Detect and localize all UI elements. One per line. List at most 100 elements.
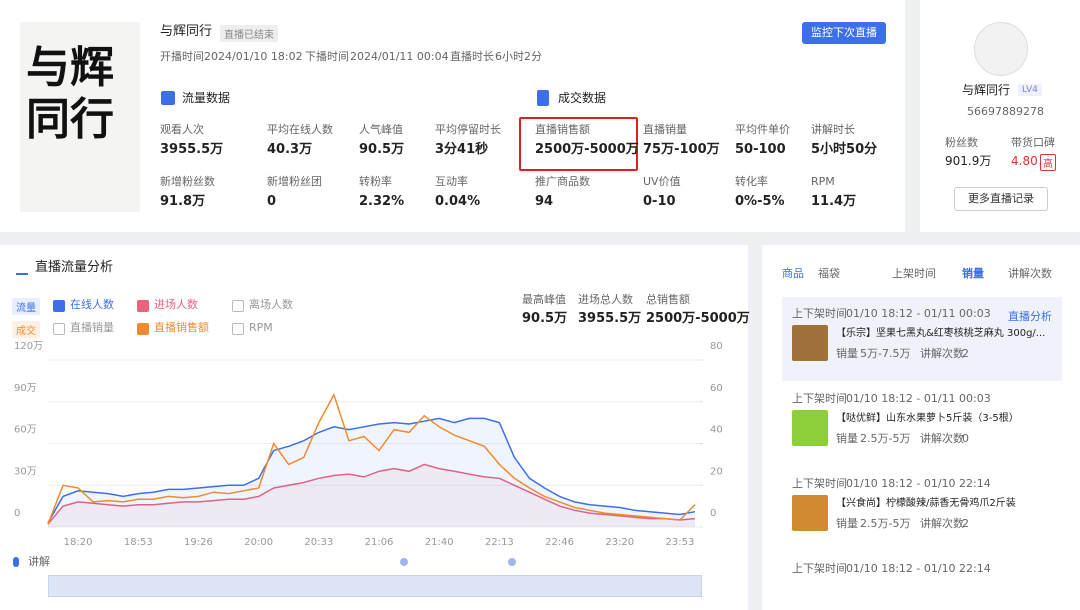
level-tag: LV4: [1018, 84, 1042, 96]
y2-tick-label: 80: [710, 341, 723, 352]
start-label: 开播时间: [160, 50, 204, 63]
analysis-card: 直播流量分析 流量 成交 在线人数 进场人数 离场人数 直播销量 直播销售额 R…: [0, 245, 750, 610]
sales-value: 2.5万-5万: [860, 517, 911, 530]
area: [48, 418, 695, 527]
analysis-title: 直播流量分析: [35, 260, 114, 275]
item-highlight: [782, 297, 1062, 381]
explain-value: 2: [962, 347, 969, 360]
checkbox[interactable]: [232, 300, 244, 312]
time-range: 01/10 18:12 - 01/11 00:03: [846, 392, 991, 405]
time-range: 01/10 18:12 - 01/10 22:14: [846, 562, 991, 575]
cover-image: 与辉同行: [20, 22, 140, 212]
tab[interactable]: 商品: [782, 267, 804, 280]
sort-option[interactable]: 上架时间: [892, 267, 936, 280]
metric-label: 平均停留时长: [435, 123, 501, 136]
range-slider[interactable]: [48, 575, 702, 597]
metric-label: 转化率: [735, 175, 768, 188]
product-name: 【乐宗】坚果七黑丸&红枣核桃芝麻丸 300g/...: [836, 328, 1046, 339]
checkbox[interactable]: [232, 323, 244, 335]
checkbox[interactable]: [53, 323, 65, 335]
traffic-icon: [161, 91, 175, 105]
metric-value: 0.04%: [435, 194, 481, 209]
start-time: 2024/01/10 18:02: [204, 50, 303, 63]
fans-value: 901.9万: [945, 154, 992, 168]
monitor-button[interactable]: 监控下次直播: [802, 22, 886, 44]
metric-value: 40.3万: [267, 142, 313, 157]
y-tick-label: 60万: [14, 425, 37, 436]
metric-value: 5小时50分: [811, 142, 878, 157]
end-time: 2024/01/11 00:04: [350, 50, 449, 63]
metric-label: 观看人次: [160, 123, 204, 136]
legend-label: 进场人数: [154, 298, 198, 311]
chart: 0 30万 60万 90万 120万 0 20 40 60 80 18:20 18:53 19:26 20…: [14, 341, 723, 548]
explain-value: 0: [962, 432, 969, 445]
rep-label: 带货口碑: [1011, 136, 1055, 149]
more-records-button[interactable]: 更多直播记录: [954, 187, 1048, 211]
metric-label: 新增粉丝团: [267, 175, 322, 188]
x-tick-label: 20:33: [304, 537, 333, 548]
live-title: 与辉同行: [160, 24, 213, 39]
fans-label: 粉丝数: [945, 136, 978, 149]
metric-value: 91.8万: [160, 194, 206, 209]
explain-label: 讲解: [28, 555, 50, 568]
metric-label: UV价值: [643, 175, 681, 188]
mic-icon: [13, 557, 19, 567]
tab[interactable]: 福袋: [818, 267, 840, 280]
summary-value: 2500万-5000万: [646, 311, 750, 326]
sales-value: 2.5万-5万: [860, 432, 911, 445]
metric-label: 人气峰值: [359, 123, 403, 136]
legend-label: 离场人数: [249, 298, 293, 311]
x-tick-label: 23:20: [605, 537, 634, 548]
metric-value: 90.5万: [359, 142, 405, 157]
explain-label: 讲解次数: [920, 432, 964, 445]
metric-value: 2500万-5000万: [535, 142, 639, 157]
end-label: 下播时间: [305, 50, 349, 63]
x-tick-label: 18:20: [64, 537, 93, 548]
metric-label: 推广商品数: [535, 175, 590, 188]
product-name: 【兴食尚】柠檬酸辣/蒜香无骨鸡爪2斤装: [836, 498, 1016, 509]
y2-tick-label: 0: [710, 508, 716, 519]
checkbox[interactable]: [137, 300, 149, 312]
cover-title: 与辉同行: [26, 42, 114, 145]
duration: 6小时2分: [495, 50, 542, 63]
sort-option[interactable]: 销量: [962, 267, 984, 280]
time-range: 01/10 18:12 - 01/10 22:14: [846, 477, 991, 490]
metric-label: 转粉率: [359, 175, 392, 188]
explain-dot: [508, 558, 516, 566]
sales-title: 成交数据: [558, 91, 607, 105]
rep-value: 4.80: [1011, 154, 1038, 168]
legend-label: RPM: [249, 321, 273, 334]
metric-value: 0%-5%: [735, 194, 785, 209]
product-image: [792, 325, 828, 361]
analysis-icon: [16, 263, 28, 275]
traffic-row-label: 流量: [12, 298, 40, 315]
status-tag: 直播已结束: [220, 25, 278, 42]
metric-value: 0: [267, 194, 277, 209]
sales-value: 5万-7.5万: [860, 347, 911, 360]
metric-label: 直播销售额: [535, 123, 590, 136]
summary-value: 90.5万: [522, 311, 568, 326]
sort-option[interactable]: 讲解次数: [1008, 267, 1052, 280]
sales-icon: [537, 90, 549, 106]
legend-label: 直播销量: [70, 321, 114, 334]
y2-tick-label: 60: [710, 383, 723, 394]
y-tick-label: 90万: [14, 383, 37, 394]
line: [47, 463, 696, 525]
explain-label: 讲解次数: [920, 517, 964, 530]
checkbox[interactable]: [53, 300, 65, 312]
analysis-link[interactable]: 直播分析: [1008, 310, 1052, 323]
explain-dot: [400, 558, 408, 566]
x-tick-label: 22:46: [545, 537, 574, 548]
x-tick-label: 20:00: [244, 537, 273, 548]
time-range: 01/10 18:12 - 01/11 00:03: [846, 307, 991, 320]
metric-label: 直播销量: [643, 123, 687, 136]
sales-row-label: 成交: [12, 321, 40, 338]
product-image: [792, 495, 828, 531]
metric-label: 讲解时长: [811, 123, 855, 136]
metric-value: 94: [535, 194, 554, 209]
product-name: 【哒优鲜】山东水果萝卜5斤装（3-5根）: [836, 413, 1019, 424]
checkbox[interactable]: [137, 323, 149, 335]
line: [47, 392, 696, 525]
metric-value: 0-10: [643, 194, 676, 209]
